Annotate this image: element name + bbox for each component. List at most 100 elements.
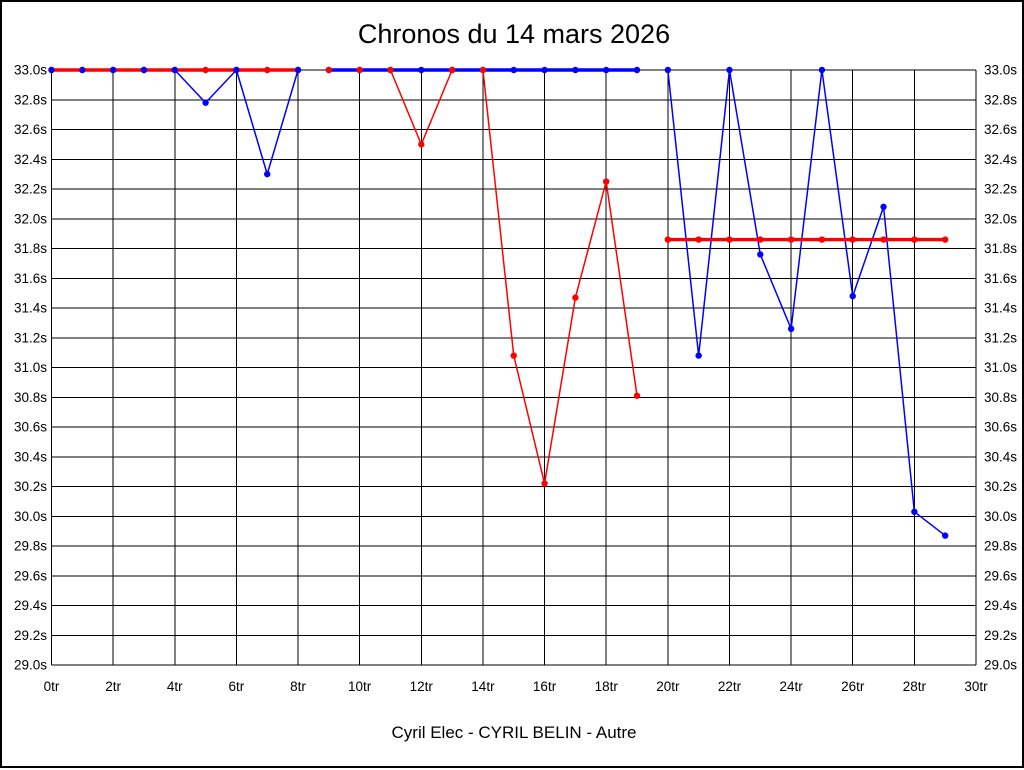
x-tick-label: 2tr xyxy=(105,679,121,694)
y-tick-label: 33.0s xyxy=(14,63,47,78)
data-point-marker xyxy=(787,236,795,243)
data-point-marker xyxy=(911,508,918,515)
data-point-marker xyxy=(202,99,209,106)
y-tick-label: 29.4s xyxy=(984,598,1017,613)
data-point-marker xyxy=(356,66,363,74)
x-tick-label: 10tr xyxy=(348,679,372,694)
data-point-marker xyxy=(664,236,672,243)
data-point-marker xyxy=(757,251,764,258)
x-tick-label: 20tr xyxy=(656,679,680,694)
data-point-marker xyxy=(418,66,425,74)
y-tick-label: 31.0s xyxy=(984,360,1017,375)
y-tick-label: 30.6s xyxy=(14,420,47,435)
y-tick-label: 31.8s xyxy=(14,241,47,256)
y-tick-label: 29.0s xyxy=(984,658,1017,673)
y-tick-label: 32.6s xyxy=(14,122,47,137)
x-axis-labels: 0tr 2tr 4tr 6tr 8tr 10tr 12tr 14tr 16tr 18tr 20tr 2… xyxy=(44,679,989,694)
y-tick-label: 31.6s xyxy=(14,271,47,286)
data-point-marker xyxy=(757,236,764,243)
data-point-marker xyxy=(664,66,672,74)
data-point-marker xyxy=(818,66,826,74)
y-tick-label: 32.2s xyxy=(14,182,47,197)
data-point-marker xyxy=(818,236,826,243)
y-tick-label: 31.4s xyxy=(984,301,1017,316)
y-tick-label: 33.0s xyxy=(984,63,1017,78)
y-axis-labels-right: 33.0s 32.8s 32.6s 32.4s 32.2s 32.0s 31.8s 31.6s… xyxy=(984,63,1017,673)
data-point-marker xyxy=(48,66,55,74)
data-point-marker xyxy=(418,141,425,148)
data-point-marker xyxy=(695,236,702,243)
x-tick-label: 18tr xyxy=(595,679,619,694)
x-tick-label: 4tr xyxy=(167,679,183,694)
data-point-marker xyxy=(787,325,795,333)
y-tick-label: 32.6s xyxy=(984,122,1017,137)
chart-title: Chronos du 14 mars 2026 xyxy=(357,19,671,49)
y-tick-label: 30.4s xyxy=(14,449,47,464)
data-point-marker xyxy=(264,66,271,74)
data-point-marker xyxy=(880,236,887,243)
data-point-marker xyxy=(510,352,517,359)
y-tick-label: 32.8s xyxy=(14,92,47,107)
data-point-marker xyxy=(572,294,579,301)
data-point-marker xyxy=(880,203,887,211)
x-tick-label: 16tr xyxy=(533,679,557,694)
data-point-marker xyxy=(849,236,856,243)
y-tick-label: 30.8s xyxy=(984,390,1017,405)
y-tick-label: 29.4s xyxy=(14,598,47,613)
data-point-marker xyxy=(140,66,148,74)
y-axis-labels-left: 33.0s 32.8s 32.6s 32.4s 32.2s 32.0s 31.8s 31.6s… xyxy=(14,63,47,673)
y-tick-label: 29.0s xyxy=(14,658,47,673)
data-point-marker xyxy=(695,352,702,359)
data-point-marker xyxy=(603,178,610,185)
y-tick-label: 31.2s xyxy=(14,330,47,345)
data-point-marker xyxy=(510,66,517,74)
x-tick-label: 12tr xyxy=(410,679,434,694)
y-tick-label: 29.8s xyxy=(14,539,47,554)
y-tick-label: 30.2s xyxy=(14,479,47,494)
data-point-marker xyxy=(109,66,117,74)
data-point-marker xyxy=(633,392,641,399)
y-tick-label: 31.6s xyxy=(984,271,1017,286)
data-point-marker xyxy=(202,66,209,74)
y-tick-label: 29.8s xyxy=(984,539,1017,554)
y-tick-label: 31.4s xyxy=(14,301,47,316)
y-tick-label: 30.8s xyxy=(14,390,47,405)
x-tick-label: 28tr xyxy=(903,679,927,694)
x-tick-label: 0tr xyxy=(44,679,60,694)
y-tick-label: 32.0s xyxy=(14,211,47,226)
y-tick-label: 31.0s xyxy=(14,360,47,375)
data-point-marker xyxy=(849,292,856,300)
data-point-marker xyxy=(387,66,394,74)
data-point-marker xyxy=(294,66,302,74)
y-tick-label: 30.6s xyxy=(984,420,1017,435)
grid xyxy=(51,69,977,666)
data-point-marker xyxy=(726,66,733,74)
x-tick-label: 8tr xyxy=(290,679,306,694)
data-point-marker xyxy=(325,66,333,74)
y-tick-label: 30.2s xyxy=(984,479,1017,494)
y-tick-label: 30.4s xyxy=(984,449,1017,464)
data-point-marker xyxy=(603,66,610,74)
y-tick-label: 29.6s xyxy=(984,568,1017,583)
x-tick-label: 26tr xyxy=(841,679,865,694)
series-markers-blue-heat-1 xyxy=(48,66,302,178)
series-line-blue-heat-3 xyxy=(667,69,946,537)
series-markers-blue-heat-3 xyxy=(664,66,949,539)
data-point-marker xyxy=(633,66,641,74)
y-tick-label: 32.8s xyxy=(984,92,1017,107)
data-point-marker xyxy=(233,66,240,74)
data-point-marker xyxy=(941,532,949,539)
y-tick-label: 32.4s xyxy=(14,152,47,167)
y-tick-label: 32.0s xyxy=(984,211,1017,226)
x-tick-label: 30tr xyxy=(964,679,988,694)
y-tick-label: 31.8s xyxy=(984,241,1017,256)
y-tick-label: 29.2s xyxy=(14,628,47,643)
x-tick-label: 24tr xyxy=(779,679,803,694)
x-tick-label: 6tr xyxy=(229,679,245,694)
data-point-marker xyxy=(941,236,949,243)
x-tick-label: 22tr xyxy=(718,679,742,694)
y-tick-label: 32.4s xyxy=(984,152,1017,167)
y-tick-label: 30.0s xyxy=(14,509,47,524)
